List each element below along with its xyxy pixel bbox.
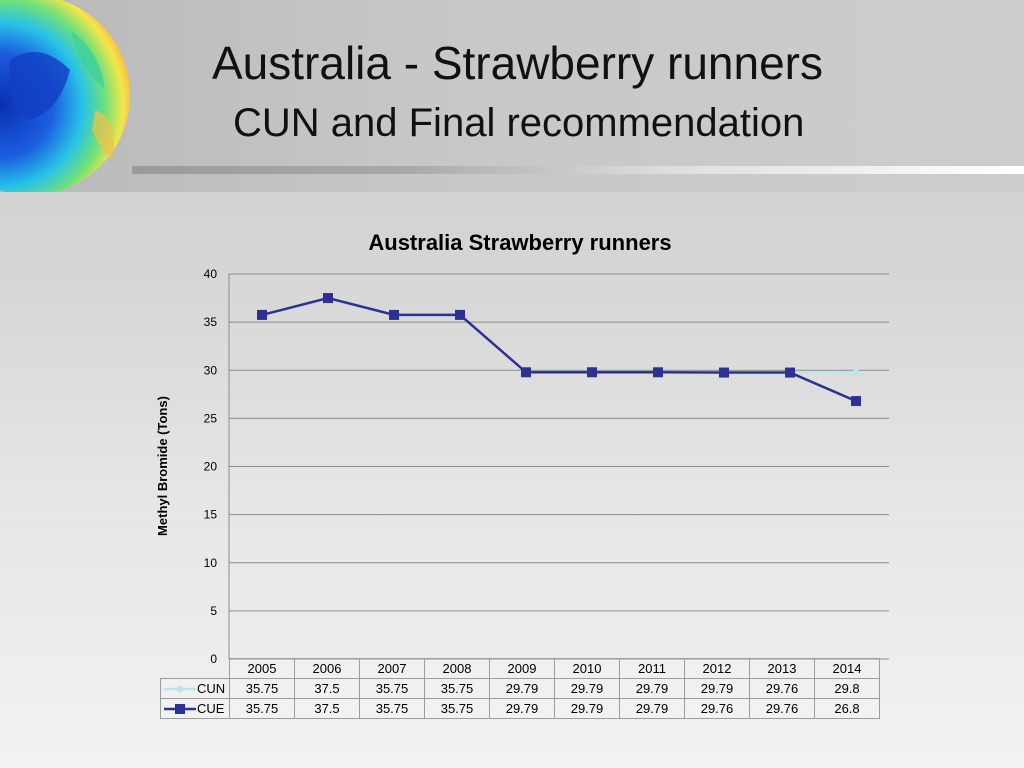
data-value: 29.79 [489,698,555,719]
title-underline [132,166,1024,174]
data-point-cue [257,309,267,320]
data-point-cue [455,309,465,320]
chart-title: Australia Strawberry runners [368,230,671,255]
y-tick-labels: 0 5 10 15 20 25 30 35 40 [204,267,218,666]
data-value: 35.75 [229,698,295,719]
y-tick-label: 35 [204,315,218,329]
category-label: 2008 [424,658,490,679]
data-value: 29.79 [554,698,620,719]
category-label: 2009 [489,658,555,679]
series-line-cue [261,296,857,403]
category-label: 2007 [359,658,425,679]
category-label: 2010 [554,658,620,679]
data-value: 29.76 [749,678,815,699]
category-row: 2005 2006 2007 2008 2009 2010 2011 2012 2013 2014 [161,658,880,679]
slide-title: Australia - Strawberry runners [212,37,823,89]
legend-entry-cun: CUN [160,678,230,699]
data-value: 29.79 [619,678,685,699]
series-row-cun: CUN 35.75 37.5 35.75 35.75 29.79 29.79 29.79 29.… [160,678,880,699]
data-value: 37.5 [294,678,360,699]
data-value: 29.79 [489,678,555,699]
y-tick-label: 30 [204,363,218,377]
legend-marker [175,704,185,715]
y-tick-label: 0 [210,652,217,666]
y-tick-label: 20 [204,460,218,474]
data-point-cue [851,396,861,407]
category-label: 2011 [619,658,685,679]
data-point-cue [719,367,729,378]
y-tick-label: 10 [204,556,218,570]
data-point-cue [587,367,597,378]
category-label: 2006 [294,658,360,679]
data-value: 29.8 [814,678,880,699]
category-label: 2012 [684,658,750,679]
data-value: 37.5 [294,698,360,719]
legend-entry-cue: CUE [160,698,230,719]
data-point-cun [852,368,860,376]
category-label: 2005 [229,658,295,679]
legend-swatch-cun [164,685,196,693]
gridlines [228,273,889,660]
legend-label: CUN [197,681,226,697]
y-axis-label: Methyl Bromide (Tons) [155,396,170,536]
data-value: 29.79 [619,698,685,719]
series-row-cue: CUE 35.75 37.5 35.75 35.75 29.79 29.79 29.79 29.… [160,698,880,719]
data-point-cue [785,367,795,378]
data-point-cue [521,367,531,378]
category-label: 2013 [749,658,815,679]
data-point-cue [389,309,399,320]
data-value: 26.8 [814,698,880,719]
data-value: 35.75 [359,678,425,699]
data-value: 29.76 [684,698,750,719]
header-band [0,0,1024,192]
data-point-cue [323,293,333,304]
data-point-cue [653,367,663,378]
ozone-globe-image [0,0,132,192]
y-tick-label: 40 [204,267,218,281]
data-value: 35.75 [229,678,295,699]
series [257,293,861,407]
legend-marker [176,685,184,693]
category-label: 2014 [814,658,880,679]
data-value: 29.79 [684,678,750,699]
y-tick-label: 25 [204,411,218,425]
y-tick-label: 5 [210,604,217,618]
legend-swatch-cue [164,704,196,715]
data-value: 29.79 [554,678,620,699]
data-value: 35.75 [424,698,490,719]
data-value: 35.75 [424,678,490,699]
data-value: 29.76 [749,698,815,719]
y-tick-label: 15 [204,508,218,522]
slide-subtitle: CUN and Final recommendation [233,101,805,145]
data-value: 35.75 [359,698,425,719]
data-table: 2005 2006 2007 2008 2009 2010 2011 2012 2013 2014… [160,658,880,719]
legend-label: CUE [197,701,225,717]
series-line-cun [261,296,857,374]
